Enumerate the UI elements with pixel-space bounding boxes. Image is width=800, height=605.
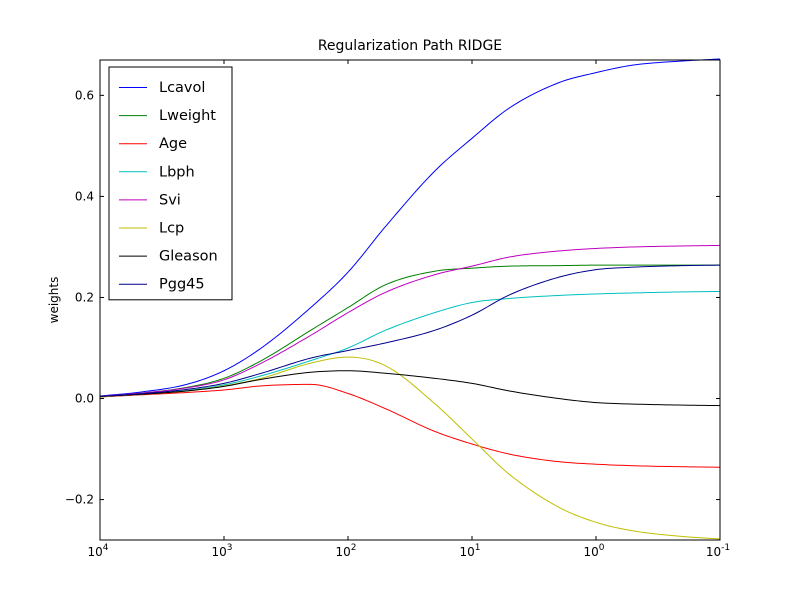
legend-label-lcavol: Lcavol	[159, 80, 205, 96]
plot-frame	[99, 59, 721, 541]
series-line-lweight	[99, 264, 720, 398]
x-tick-label: 104	[87, 543, 108, 559]
series-line-lbph	[99, 290, 721, 398]
legend: Lcavol Lweight Age Lbph Svi Lcp Gleason Pgg45	[108, 66, 233, 301]
legend-label-gleason: Gleason	[159, 249, 218, 265]
y-tick-label: −0.2	[65, 493, 94, 507]
legend-label-svi: Svi	[159, 192, 181, 208]
plot-lines	[99, 58, 721, 540]
y-tick-label: 0.2	[75, 290, 94, 304]
series-line-age	[99, 383, 721, 468]
x-tick-label: 10-1	[706, 543, 730, 559]
series-line-svi	[99, 244, 721, 398]
x-tick-exponent: 2	[351, 543, 357, 553]
x-tick-base: 10	[459, 545, 474, 559]
series-line-pgg45	[99, 264, 721, 398]
x-tick-base: 10	[583, 545, 598, 559]
legend-box	[108, 66, 233, 301]
x-tick-exponent: -1	[721, 543, 730, 553]
y-axis-label: weights	[47, 277, 61, 324]
y-tick-label: 0.4	[75, 189, 94, 203]
legend-label-lcp: Lcp	[159, 221, 184, 237]
x-tick-label: 100	[583, 543, 604, 559]
x-tick-exponent: 4	[103, 543, 109, 553]
y-tick-label: 0.0	[75, 392, 94, 406]
x-tick-base: 10	[335, 545, 350, 559]
x-tick-base: 10	[706, 545, 721, 559]
x-tick-base: 10	[87, 545, 102, 559]
series-line-gleason	[99, 370, 721, 407]
legend-label-lbph: Lbph	[159, 164, 195, 180]
x-tick-label: 103	[211, 543, 232, 559]
legend-label-pgg45: Pgg45	[159, 277, 205, 293]
chart-title: Regularization Path RIDGE	[318, 38, 502, 54]
x-tick-label: 101	[459, 543, 480, 559]
legend-label-age: Age	[159, 136, 187, 152]
x-tick-base: 10	[211, 545, 226, 559]
x-tick-label: 102	[335, 543, 356, 559]
x-tick-exponent: 1	[475, 543, 481, 553]
y-tick-label: 0.6	[75, 88, 94, 102]
x-tick-exponent: 3	[227, 543, 233, 553]
series-line-lcavol	[99, 58, 721, 397]
legend-label-lweight: Lweight	[159, 108, 216, 124]
x-tick-exponent: 0	[599, 543, 605, 553]
